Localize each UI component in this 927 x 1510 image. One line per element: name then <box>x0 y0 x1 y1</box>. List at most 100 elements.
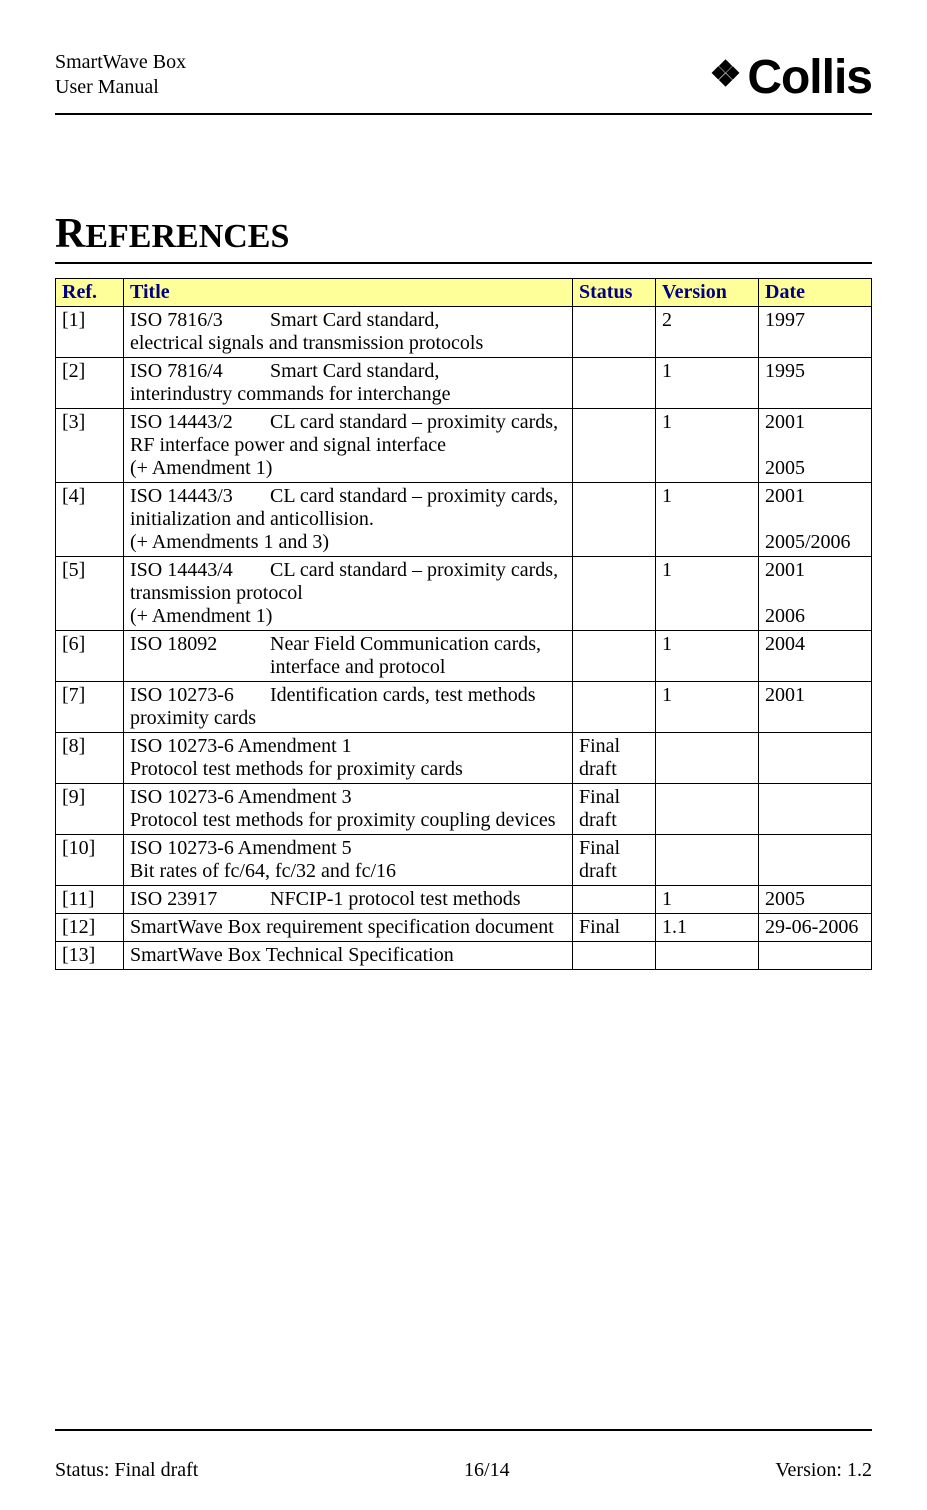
cell-ref: [11] <box>56 886 124 914</box>
header-left: SmartWave Box User Manual <box>55 50 186 100</box>
th-title: Title <box>124 279 573 307</box>
title-sub2: (+ Amendment 1) <box>130 605 566 628</box>
cell-date: 29-06-2006 <box>759 914 872 942</box>
cell-title: ISO 18092Near Field Communication cards,… <box>124 631 573 682</box>
cell-version: 1 <box>656 409 759 483</box>
footer-version: Version: 1.2 <box>775 1459 872 1482</box>
brand-logo: Collis <box>709 50 872 105</box>
title-line: ISO 7816/3Smart Card standard, <box>130 309 566 332</box>
cell-version: 1.1 <box>656 914 759 942</box>
table-row: [3]ISO 14443/2CL card standard – proximi… <box>56 409 872 483</box>
cell-title: ISO 7816/3Smart Card standard,electrical… <box>124 307 573 358</box>
cell-status <box>573 942 656 970</box>
title-plain: SmartWave Box Technical Specification <box>130 944 566 967</box>
cell-title: SmartWave Box Technical Specification <box>124 942 573 970</box>
cell-ref: [12] <box>56 914 124 942</box>
page-header: SmartWave Box User Manual Collis <box>55 50 872 105</box>
table-row: [12] SmartWave Box requirement specificat… <box>56 914 872 942</box>
title-sub: initialization and anticollision. <box>130 508 566 531</box>
title-plain: SmartWave Box requirement specification … <box>130 916 566 939</box>
title-desc: Smart Card standard, <box>270 309 566 332</box>
cell-date-blank <box>765 508 865 531</box>
cell-date-1: 2001 <box>765 411 865 434</box>
doc-title-line2: User Manual <box>55 75 186 100</box>
cell-date <box>759 835 872 886</box>
cell-version: 1 <box>656 557 759 631</box>
table-header-row: Ref. Title Status Version Date <box>56 279 872 307</box>
title-std: ISO 10273-6 <box>130 684 270 707</box>
doc-title-line1: SmartWave Box <box>55 50 186 75</box>
table-row: [9]ISO 10273-6 Amendment 3Protocol test … <box>56 784 872 835</box>
cell-title: ISO 10273-6Identification cards, test me… <box>124 682 573 733</box>
cell-ref: [5] <box>56 557 124 631</box>
cell-date: 2001 2005/2006 <box>759 483 872 557</box>
brand-text: Collis <box>747 50 872 105</box>
section-title: REFERENCES <box>55 210 872 258</box>
title-sub: RF interface power and signal interface <box>130 434 566 457</box>
table-row: [2]ISO 7816/4Smart Card standard,interin… <box>56 358 872 409</box>
title-desc: NFCIP-1 protocol test methods <box>270 888 566 911</box>
cell-ref: [9] <box>56 784 124 835</box>
cell-title: ISO 10273-6 Amendment 5Bit rates of fc/6… <box>124 835 573 886</box>
title-line: ISO 18092Near Field Communication cards, <box>130 633 566 656</box>
table-row: [8] ISO 10273-6 Amendment 1Protocol test … <box>56 733 872 784</box>
cell-ref: [2] <box>56 358 124 409</box>
cell-version <box>656 784 759 835</box>
title-sub: Bit rates of fc/64, fc/32 and fc/16 <box>130 860 566 883</box>
cell-date-2: 2005/2006 <box>765 531 865 554</box>
title-sub: Protocol test methods for proximity card… <box>130 758 566 781</box>
title-line: ISO 14443/4CL card standard – proximity … <box>130 559 566 582</box>
table-row: [6]ISO 18092Near Field Communication car… <box>56 631 872 682</box>
title-sub: transmission protocol <box>130 582 566 605</box>
title-line: ISO 23917NFCIP-1 protocol test methods <box>130 888 566 911</box>
cell-status <box>573 409 656 483</box>
title-std: ISO 14443/2 <box>130 411 270 434</box>
cell-ref: [8] <box>56 733 124 784</box>
cell-version <box>656 835 759 886</box>
table-row: [4]ISO 14443/3CL card standard – proximi… <box>56 483 872 557</box>
table-row: [10]ISO 10273-6 Amendment 5Bit rates of … <box>56 835 872 886</box>
title-std: ISO 18092 <box>130 633 270 656</box>
section-rule <box>55 262 872 264</box>
cell-date: 2004 <box>759 631 872 682</box>
diamond-icon <box>709 62 741 94</box>
section-title-cap: R <box>55 211 85 257</box>
title-desc: CL card standard – proximity cards, <box>270 559 566 582</box>
cell-date: 2005 <box>759 886 872 914</box>
page-footer: Status: Final draft 16/14 Version: 1.2 <box>55 1429 872 1482</box>
cell-status: Final <box>573 914 656 942</box>
cell-status: Final draft <box>573 784 656 835</box>
title-std: ISO 7816/4 <box>130 360 270 383</box>
cell-status <box>573 682 656 733</box>
cell-date: 2001 2005 <box>759 409 872 483</box>
title-plain: ISO 10273-6 Amendment 1 <box>130 735 566 758</box>
title-sub: interindustry commands for interchange <box>130 383 566 406</box>
cell-ref: [13] <box>56 942 124 970</box>
section-title-rest: EFERENCES <box>85 218 289 255</box>
cell-status <box>573 307 656 358</box>
cell-ref: [1] <box>56 307 124 358</box>
cell-title: ISO 23917NFCIP-1 protocol test methods <box>124 886 573 914</box>
title-std: ISO 14443/4 <box>130 559 270 582</box>
cell-title: ISO 10273-6 Amendment 3Protocol test met… <box>124 784 573 835</box>
title-sub: electrical signals and transmission prot… <box>130 332 566 355</box>
table-row: [5] ISO 14443/4CL card standard – proximi… <box>56 557 872 631</box>
cell-date <box>759 784 872 835</box>
cell-version: 1 <box>656 631 759 682</box>
title-std: ISO 23917 <box>130 888 270 911</box>
table-row: [1]ISO 7816/3Smart Card standard,electri… <box>56 307 872 358</box>
title-line: ISO 10273-6Identification cards, test me… <box>130 684 566 707</box>
title-desc-cont: interface and protocol <box>270 656 566 679</box>
title-sub2: (+ Amendments 1 and 3) <box>130 531 566 554</box>
cell-title: ISO 7816/4Smart Card standard,interindus… <box>124 358 573 409</box>
cell-date <box>759 733 872 784</box>
table-row: [13] SmartWave Box Technical Specificatio… <box>56 942 872 970</box>
title-line: ISO 14443/2CL card standard – proximity … <box>130 411 566 434</box>
cell-date-1: 2001 <box>765 559 865 582</box>
references-table: Ref. Title Status Version Date [1]ISO 78… <box>55 278 872 970</box>
th-ref: Ref. <box>56 279 124 307</box>
cell-version <box>656 733 759 784</box>
cell-status <box>573 358 656 409</box>
title-plain: ISO 10273-6 Amendment 5 <box>130 837 566 860</box>
cell-date <box>759 942 872 970</box>
